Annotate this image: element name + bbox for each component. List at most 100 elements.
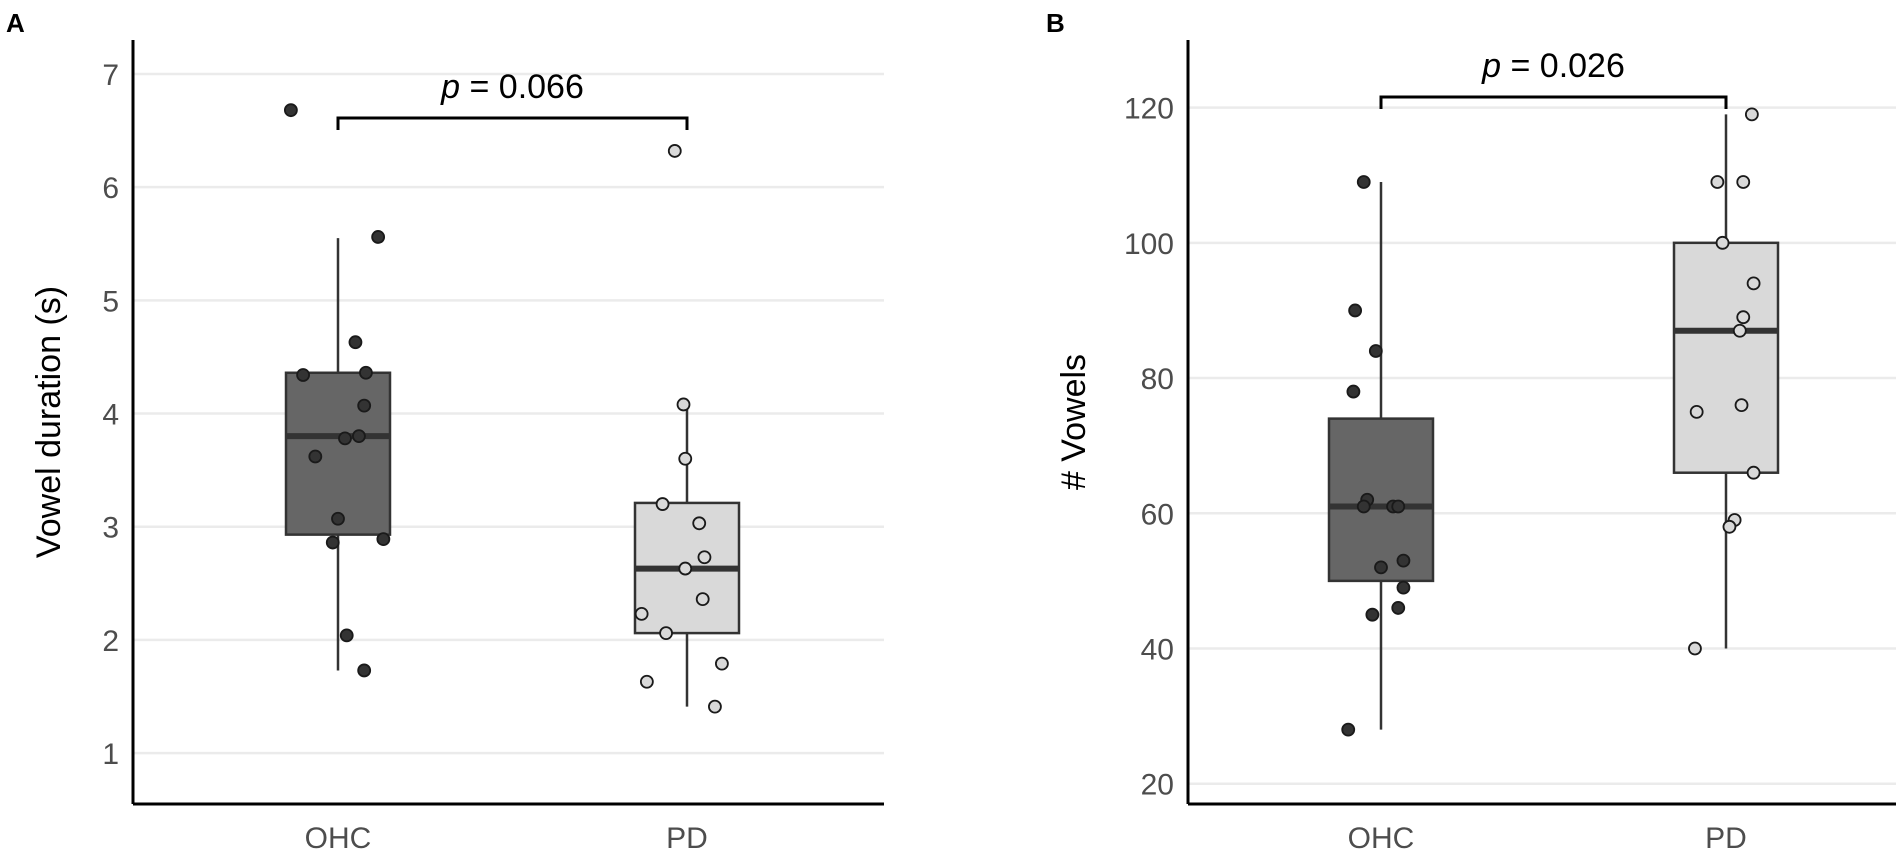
data-point xyxy=(325,535,340,550)
axes xyxy=(131,40,884,806)
data-point xyxy=(1374,560,1388,575)
y-axis-title: # Vowels xyxy=(1055,354,1093,490)
axes xyxy=(1186,40,1896,806)
p-value: = 0.026 xyxy=(1501,47,1625,85)
y-tick-label: 1 xyxy=(102,738,119,771)
data-point xyxy=(1736,310,1751,325)
data-point xyxy=(283,103,298,118)
box-iqr xyxy=(1327,417,1435,583)
y-axis-title: Vowel duration (s) xyxy=(30,286,68,558)
data-point xyxy=(1346,384,1361,399)
y-tick-label: 7 xyxy=(102,59,119,92)
data-point xyxy=(1365,607,1380,622)
p-symbol: p xyxy=(1481,47,1501,85)
y-tick-labels: 20 40 60 80 100 120 xyxy=(1124,93,1174,802)
data-point xyxy=(1688,641,1702,656)
boxplots xyxy=(1327,114,1780,730)
data-point xyxy=(371,230,386,244)
significance-bracket xyxy=(336,116,689,130)
boxplots xyxy=(284,238,741,707)
data-point xyxy=(697,550,712,565)
data-point xyxy=(1689,404,1704,419)
data-point xyxy=(1746,276,1761,291)
data-point xyxy=(639,674,654,689)
data-point xyxy=(1396,580,1411,595)
data-point xyxy=(678,451,693,466)
box-iqr xyxy=(284,371,392,536)
data-point xyxy=(1722,519,1737,534)
significance-annotation: p = 0.026 xyxy=(1379,47,1728,109)
data-point xyxy=(331,511,345,526)
data-points xyxy=(283,103,729,714)
data-point xyxy=(695,592,710,607)
y-tick-label: 100 xyxy=(1124,228,1174,261)
data-point xyxy=(348,335,363,350)
y-tick-label: 20 xyxy=(1141,769,1174,802)
data-point xyxy=(708,699,722,714)
data-point xyxy=(1341,722,1356,737)
data-point xyxy=(1391,499,1406,514)
y-tick-label: 120 xyxy=(1124,93,1174,126)
x-tick-label: OHC xyxy=(305,822,372,851)
p-value: = 0.066 xyxy=(460,68,584,106)
panel-letter-a: A xyxy=(6,8,25,38)
data-point xyxy=(1368,344,1383,358)
p-value-label: p = 0.026 xyxy=(1481,47,1625,85)
data-point xyxy=(634,606,649,621)
data-point xyxy=(1746,465,1761,480)
data-point xyxy=(692,516,707,531)
panel-letter-b: B xyxy=(1046,8,1065,38)
y-tick-labels: 1 2 3 4 5 6 7 xyxy=(102,59,119,771)
box-iqr xyxy=(1672,241,1780,474)
data-point xyxy=(296,368,311,382)
data-point xyxy=(659,626,673,640)
data-point xyxy=(715,656,729,671)
y-tick-label: 2 xyxy=(102,625,119,658)
y-tick-label: 3 xyxy=(102,512,119,545)
y-tick-label: 4 xyxy=(102,399,119,432)
x-tick-label: OHC xyxy=(1348,822,1415,851)
significance-bracket xyxy=(1379,95,1728,109)
data-point xyxy=(1356,499,1371,514)
data-point xyxy=(1715,235,1730,250)
data-point xyxy=(1348,303,1363,318)
data-point xyxy=(359,365,373,380)
p-symbol: p xyxy=(440,68,460,106)
y-tick-label: 6 xyxy=(102,172,119,205)
data-point xyxy=(655,497,670,511)
y-tick-label: 80 xyxy=(1141,363,1174,396)
x-tick-labels: OHC PD xyxy=(305,822,708,851)
y-tick-label: 5 xyxy=(102,285,119,318)
panel-a: A 1 2 3 4 5 6 7 OHC PD Vowel duration (s) p = 0… xyxy=(6,8,884,851)
grid-lines xyxy=(1188,106,1896,785)
data-point xyxy=(357,663,372,678)
panel-b: B 20 40 60 80 100 120 OHC PD # Vowels p = 0.02… xyxy=(1046,8,1896,851)
data-point xyxy=(1396,553,1411,568)
data-point xyxy=(1710,175,1725,189)
data-points xyxy=(1341,107,1761,737)
y-tick-label: 60 xyxy=(1141,498,1174,531)
data-point xyxy=(352,429,366,444)
data-point xyxy=(339,628,354,643)
data-point xyxy=(308,449,323,464)
x-tick-label: PD xyxy=(666,822,708,851)
p-value-label: p = 0.066 xyxy=(440,68,584,106)
data-point xyxy=(357,398,372,413)
data-point xyxy=(1744,107,1759,122)
x-tick-labels: OHC PD xyxy=(1348,822,1747,851)
data-point xyxy=(1736,175,1751,189)
data-point xyxy=(667,144,682,158)
data-point xyxy=(1391,601,1406,615)
significance-annotation: p = 0.066 xyxy=(336,68,689,130)
grid-lines xyxy=(133,72,884,755)
x-tick-label: PD xyxy=(1705,822,1747,851)
y-tick-label: 40 xyxy=(1141,633,1174,666)
data-point xyxy=(376,532,391,547)
data-point xyxy=(1732,323,1747,338)
data-point xyxy=(1356,175,1371,189)
data-point xyxy=(1734,398,1749,412)
data-point xyxy=(676,397,691,412)
data-point xyxy=(338,431,352,446)
data-point xyxy=(678,561,693,576)
